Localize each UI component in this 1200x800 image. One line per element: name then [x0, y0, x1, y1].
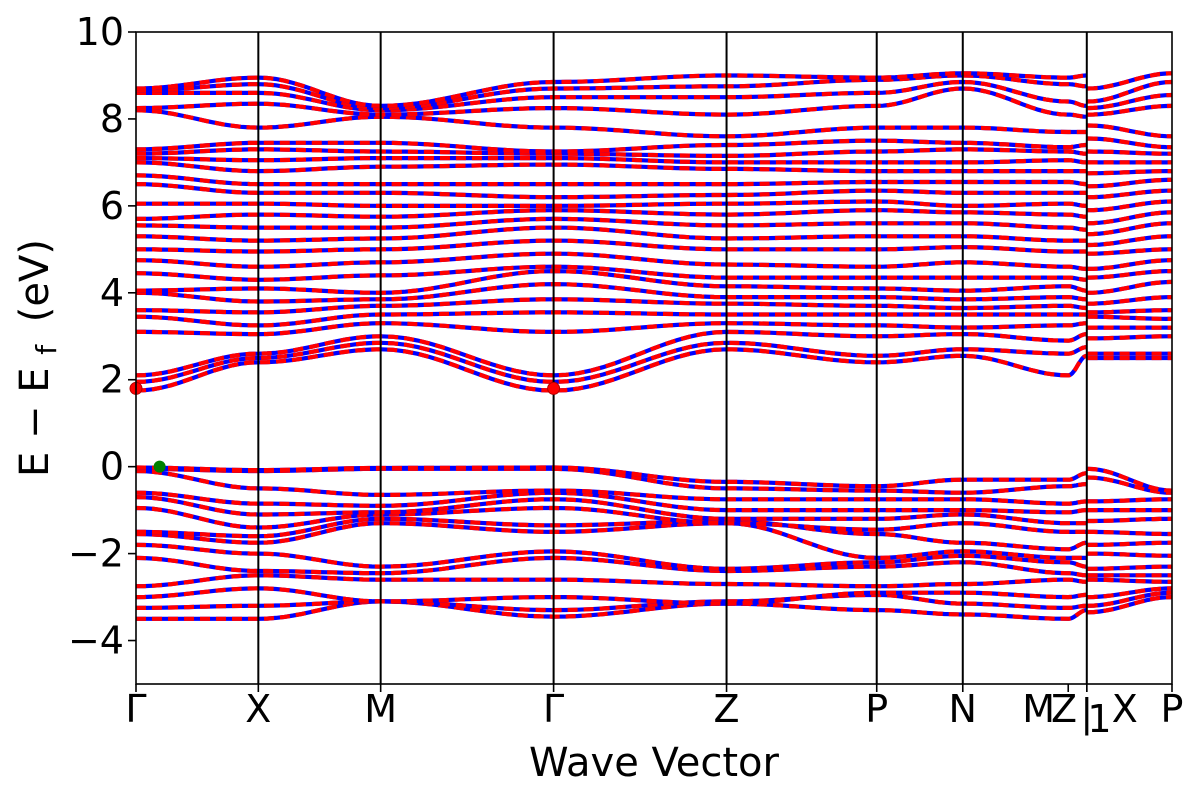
- band-spin-up-33: [136, 147, 1172, 158]
- band-spin-up-28: [136, 199, 1172, 213]
- x-axis-label: Wave Vector: [529, 740, 780, 786]
- y-tick-label: 8: [100, 97, 124, 141]
- band-spin-up-23: [136, 251, 1172, 271]
- x-tick-label: N: [949, 687, 977, 731]
- x-tick-label: X: [245, 687, 271, 731]
- y-tick-label: −4: [68, 619, 124, 663]
- y-tick-label: −2: [68, 532, 124, 576]
- band-spin-up-30: [136, 173, 1172, 189]
- band-spin-up-24: [136, 238, 1172, 256]
- y-tick-label: 4: [100, 271, 124, 315]
- band-spin-up-19: [136, 297, 1172, 315]
- cbm-marker-1: [547, 381, 561, 395]
- x-tick-label: 1: [1087, 697, 1111, 741]
- x-tick-label: |: [1080, 691, 1093, 736]
- x-axis-ticks: Γ X M Γ Z P N MZ |1 X P: [125, 684, 1183, 741]
- x-tick-label: Z: [1051, 687, 1077, 731]
- band-spin-up-32: [136, 156, 1172, 165]
- y-tick-label: 0: [100, 445, 124, 489]
- x-tick-label: Z: [714, 687, 740, 731]
- band-edge-markers: [129, 381, 561, 473]
- band-spin-up-17: [136, 321, 1172, 337]
- vbm-marker: [153, 460, 166, 473]
- band-spin-up-27: [136, 208, 1172, 226]
- band-spin-up-31: [136, 160, 1172, 176]
- band-spin-up-34: [136, 136, 1172, 154]
- x-tick-label: M: [364, 687, 397, 731]
- y-tick-label: 6: [100, 184, 124, 228]
- x-tick-label: P: [865, 687, 888, 731]
- band-spin-up-18: [136, 310, 1172, 328]
- plot-frame: [135, 31, 1173, 685]
- band-spin-up-29: [136, 182, 1172, 200]
- bands-layer: [136, 71, 1172, 621]
- band-spin-up-16: [136, 329, 1172, 378]
- y-tick-label: 10: [76, 10, 124, 54]
- kpoint-divider-lines: [257, 32, 1088, 684]
- band-spin-up-14: [136, 347, 1172, 393]
- x-tick-label: Γ: [125, 687, 146, 731]
- band-spin-up-25: [136, 225, 1172, 248]
- x-tick-label: P: [1161, 687, 1184, 731]
- band-spin-up-13: [136, 465, 1172, 493]
- band-spin-up-26: [136, 216, 1172, 237]
- x-tick-label: Γ: [543, 687, 564, 731]
- y-axis-ticks: −4 −2 0 2 4 6 8 10: [68, 10, 136, 663]
- band-spin-up-22: [136, 264, 1172, 282]
- y-axis-label: E − E f (eV): [12, 239, 66, 477]
- y-axis-label-base: E − E: [12, 367, 58, 477]
- y-axis-label-sub: f: [30, 344, 63, 355]
- band-spin-up-1: [136, 590, 1172, 613]
- x-tick-label: X: [1112, 687, 1138, 731]
- y-tick-label: 2: [100, 358, 124, 402]
- band-spin-up-15: [136, 340, 1172, 385]
- band-spin-up-3: [136, 573, 1172, 589]
- band-spin-up-36: [136, 86, 1172, 119]
- x-tick-label: M: [1022, 687, 1055, 731]
- y-axis-label-unit: (eV): [12, 239, 58, 322]
